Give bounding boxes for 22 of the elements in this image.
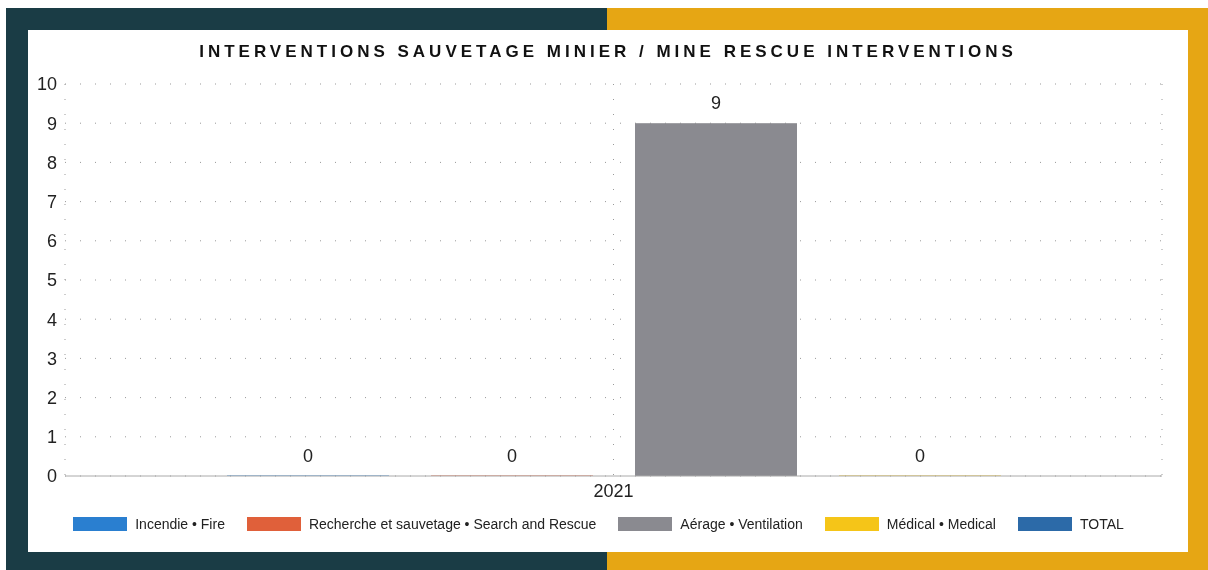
y-tick-label: 8 [46,152,57,173]
legend-label: Recherche et sauvetage • Search and Rescue [308,516,597,532]
data-label: 9 [710,93,722,114]
y-tick-label: 3 [46,348,57,369]
y-tick-label: 0 [46,466,57,487]
y-tick-label: 7 [46,191,57,212]
y-tick-label: 6 [46,231,57,252]
legend-label: Incendie • Fire [135,516,225,532]
y-tick-label: 4 [46,309,57,330]
data-label: 0 [914,446,926,466]
y-tick-label: 1 [46,427,57,448]
y-tick-label: 2 [46,387,57,408]
data-label: 0 [302,446,314,466]
data-label: 0 [506,446,518,466]
y-tick-label: 9 [46,113,57,134]
legend-label: Aérage • Ventilation [680,516,803,532]
legend-label: Médical • Medical [886,516,996,532]
chart-title: INTERVENTIONS SAUVETAGE MINIER / MINE RESCUE INTERVENTIONS [198,42,1018,62]
x-tick-label: 2021 [593,480,634,501]
y-tick-label: 10 [36,74,57,95]
legend-label: TOTAL [1079,516,1124,532]
y-tick-label: 5 [46,270,57,291]
